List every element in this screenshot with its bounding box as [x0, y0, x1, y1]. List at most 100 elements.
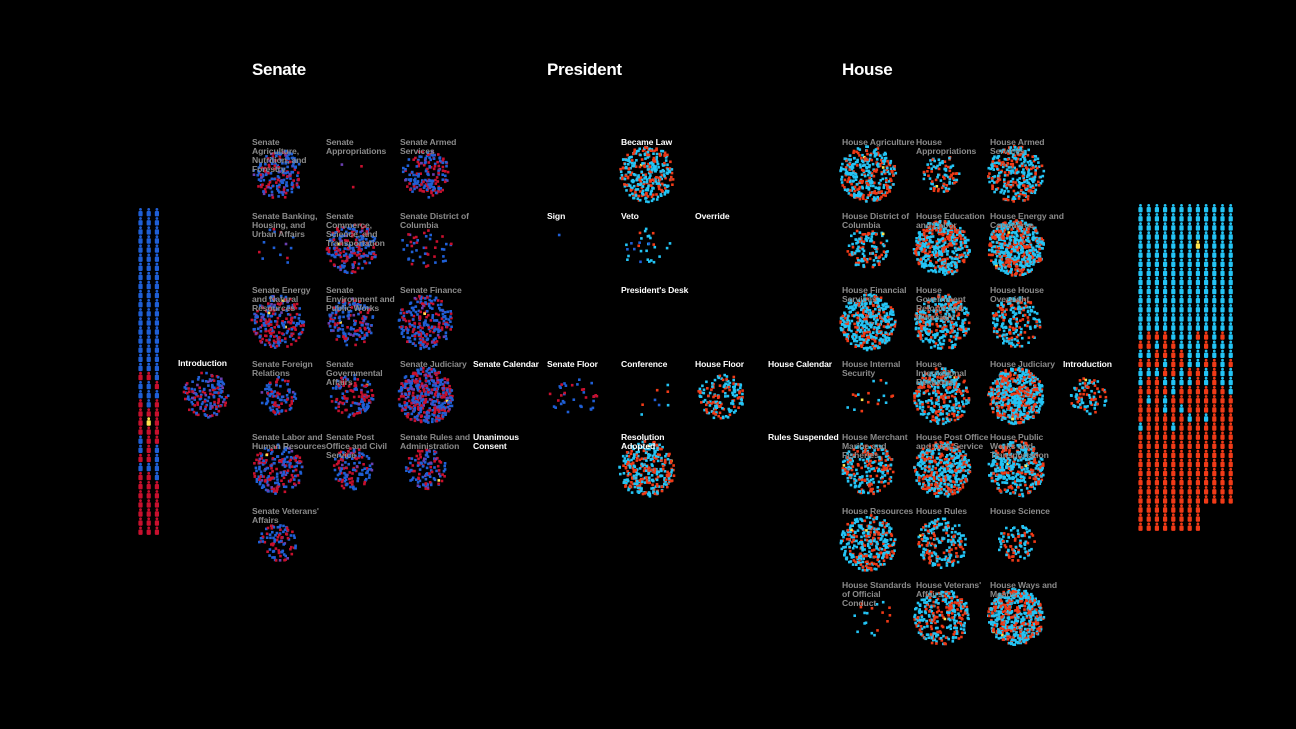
- bill-dot: [276, 396, 280, 399]
- node-senate-armed-services[interactable]: Senate Armed Services: [400, 138, 472, 210]
- bill-dot: [657, 166, 660, 169]
- bill-dot: [360, 235, 364, 239]
- bill-dot-cluster: [252, 149, 301, 199]
- bill-dot: [360, 456, 364, 459]
- bill-dot: [424, 235, 428, 238]
- node-senate-finance[interactable]: Senate Finance: [397, 286, 472, 358]
- node-senate-agriculture[interactable]: Senate Agriculture, Nutrition, and Fores…: [252, 138, 324, 210]
- bill-dot: [281, 339, 284, 342]
- node-house-calendar[interactable]: House Calendar: [768, 360, 840, 432]
- node-senate-rules[interactable]: Senate Rules and Administration: [400, 433, 472, 505]
- person-icon: [1163, 331, 1168, 340]
- node-veto[interactable]: Veto: [621, 212, 693, 284]
- bill-dot: [272, 158, 275, 162]
- node-senate-foreign-relations[interactable]: Senate Foreign Relations: [252, 360, 324, 432]
- bill-dot: [408, 182, 411, 185]
- bill-dot: [419, 420, 423, 424]
- bill-dot: [274, 492, 277, 495]
- bill-dot: [862, 240, 866, 243]
- bill-dot: [341, 377, 344, 380]
- bill-dot: [437, 326, 440, 330]
- bill-dot: [270, 488, 274, 491]
- node-house-appropriations[interactable]: House Appropriations: [916, 138, 988, 210]
- node-rules-suspended[interactable]: Rules Suspended: [768, 433, 840, 505]
- bill-dot: [223, 398, 226, 401]
- bill-dot: [431, 307, 434, 310]
- bill-dot: [863, 256, 866, 260]
- node-presidents-desk[interactable]: President's Desk: [621, 286, 693, 358]
- bill-dot: [847, 244, 851, 247]
- bill-dot: [630, 159, 634, 162]
- bill-dot: [1005, 197, 1008, 201]
- node-resolution-adopted[interactable]: Resolution Adopted: [618, 433, 693, 505]
- node-senate-judiciary[interactable]: Senate Judiciary: [397, 360, 472, 432]
- node-sign[interactable]: Sign: [547, 212, 619, 284]
- bill-dot: [351, 297, 354, 300]
- bill-dot: [356, 378, 359, 381]
- node-override[interactable]: Override: [695, 212, 767, 284]
- bill-dot: [255, 320, 258, 324]
- bill-dot: [651, 483, 654, 487]
- bill-dot: [269, 345, 273, 348]
- bill-dot: [876, 197, 879, 201]
- bill-dot: [282, 463, 285, 467]
- node-senate-dc[interactable]: Senate District of Columbia: [400, 212, 472, 284]
- node-senate-veterans[interactable]: Senate Veterans' Affairs: [252, 507, 324, 579]
- node-house-floor[interactable]: House Floor: [695, 360, 767, 432]
- person-icon: [138, 235, 143, 244]
- bill-dot: [419, 461, 422, 465]
- bill-dot: [1013, 197, 1017, 200]
- bill-dot: [849, 173, 853, 176]
- node-senate-commerce[interactable]: Senate Commerce, Science, and Transporta…: [325, 212, 398, 284]
- person-icon: [1204, 349, 1209, 358]
- bill-dot: [288, 313, 292, 317]
- bill-dot: [668, 242, 672, 245]
- node-senate-banking[interactable]: Senate Banking, Housing, and Urban Affai…: [252, 212, 324, 284]
- bill-dot: [877, 181, 881, 185]
- bill-dot: [622, 166, 625, 170]
- bill-dot: [360, 238, 364, 241]
- node-senate-environment[interactable]: Senate Environment and Public Works: [326, 286, 398, 358]
- node-unanimous-consent[interactable]: Unanimous Consent: [473, 433, 545, 505]
- node-became-law[interactable]: Became Law: [619, 138, 693, 210]
- bill-dot: [346, 239, 349, 242]
- bill-dot: [632, 470, 636, 473]
- node-senate-energy[interactable]: Senate Energy and Natural Resources: [250, 286, 324, 358]
- bill-dot: [441, 260, 445, 263]
- node-senate-governmental-affairs[interactable]: Senate Governmental Affairs: [326, 360, 398, 432]
- bill-dot: [259, 312, 263, 316]
- node-house-armed-services[interactable]: House Armed Services: [987, 138, 1062, 210]
- bill-dot: [428, 237, 432, 241]
- bill-dot: [367, 327, 371, 331]
- node-house-dc[interactable]: House District of Columbia: [842, 212, 914, 284]
- bill-dot: [437, 371, 440, 374]
- node-conference[interactable]: Conference: [621, 360, 693, 432]
- node-house-agriculture[interactable]: House Agriculture: [839, 138, 915, 210]
- bill-dot: [226, 394, 230, 397]
- person-icon: [1212, 449, 1217, 459]
- person-icon: [1154, 495, 1159, 504]
- bill-dot: [278, 532, 282, 535]
- bill-dot: [403, 385, 407, 388]
- bill-dot: [739, 386, 742, 390]
- node-senate-appropriations[interactable]: Senate Appropriations: [326, 138, 398, 210]
- person-icon: [1171, 440, 1176, 449]
- bill-dot: [449, 328, 452, 331]
- node-house-education[interactable]: House Education and Labor: [912, 212, 988, 284]
- person-icon: [1228, 431, 1233, 440]
- bill-dot: [410, 244, 414, 248]
- bill-dot: [410, 387, 414, 390]
- node-senate-calendar[interactable]: Senate Calendar: [473, 360, 545, 432]
- bill-dot: [415, 249, 418, 252]
- bill-dot: [349, 327, 353, 331]
- person-icon: [1146, 395, 1151, 404]
- node-senate-introduction[interactable]: Introduction: [178, 359, 250, 431]
- bill-dot: [624, 166, 628, 170]
- node-senate-post-office[interactable]: Senate Post Office and Civil Service: [326, 433, 398, 505]
- node-senate-labor[interactable]: Senate Labor and Human Resources: [252, 433, 326, 505]
- bill-dot: [348, 253, 352, 257]
- person-icon: [1163, 522, 1168, 531]
- node-senate-floor[interactable]: Senate Floor: [547, 360, 619, 432]
- bill-dot: [414, 305, 418, 308]
- bill-dot: [859, 178, 863, 182]
